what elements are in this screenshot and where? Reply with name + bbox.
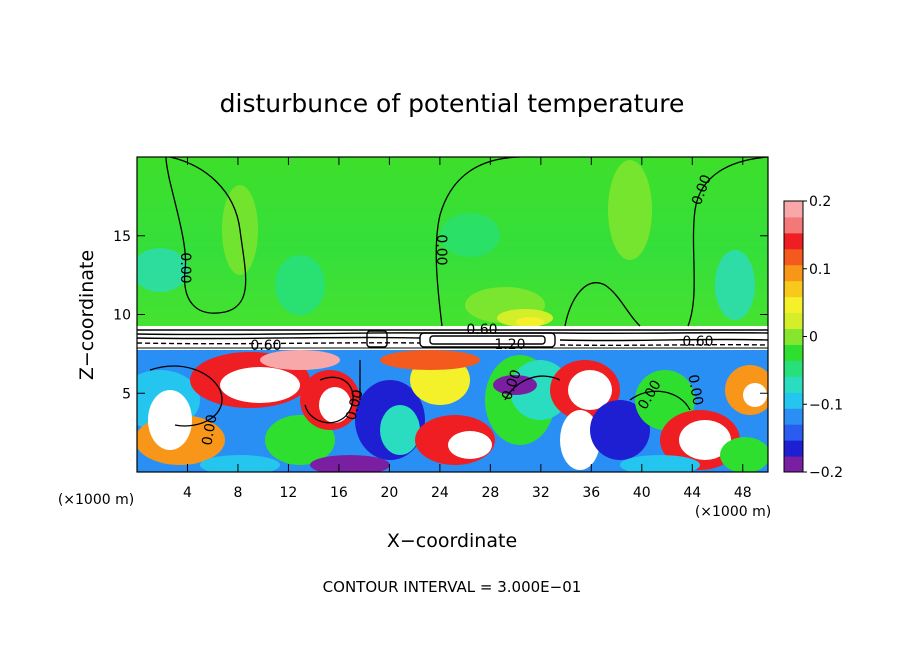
colorbar-tick-label: 0 [809,330,818,346]
x-tick-label: 48 [734,485,752,501]
warm-patch [608,160,652,260]
x-tick-label: 44 [683,485,701,501]
colorbar-swatch [784,376,803,393]
colorbar-swatch [784,216,803,234]
colorbar-swatch [784,392,803,409]
x-tick-label: 4 [183,485,192,501]
contour-zero-left [165,157,247,314]
colorbar-swatch [784,328,803,345]
colorbar-swatch [784,408,803,425]
x-tick-label: 8 [233,485,242,501]
contour-label: 0.00 [177,252,193,283]
x-tick-label: 28 [481,485,499,501]
contour-label: 0.60 [682,334,713,350]
colorbar-swatch [784,360,803,377]
contour-label: 0.60 [466,322,497,338]
colorbar-tick-label: −0.2 [809,465,843,481]
contour-label: 0.00 [199,413,220,446]
x-tick-label: 24 [431,485,449,501]
warm-patch [516,317,544,327]
colorbar-swatch [784,440,803,457]
colorbar-tick-label: 0.1 [809,262,831,278]
contour-label: 0.60 [250,338,281,354]
x-tick-label: 36 [582,485,600,501]
x-tick-label: 20 [380,485,398,501]
chart-title: disturbunce of potential temperature [220,89,685,118]
colorbar-swatch [784,424,803,441]
contour-zero-right [687,157,768,327]
x-unit-left: (×1000 m) [58,492,134,508]
colorbar-tick-label: −0.1 [809,397,843,413]
inversion-contours [137,329,768,349]
contour-lines [149,157,768,427]
colorbar-swatch [784,280,803,298]
x-tick-label: 16 [330,485,348,501]
colorbar-swatch [784,456,803,473]
plot-area [137,157,768,472]
cool-patch [137,248,188,292]
colorbar-swatch [784,248,803,266]
cool-patch [275,255,325,315]
contour-label: 1.20 [494,337,525,353]
colorbar-swatch [784,264,803,282]
contour-zero-middle [435,157,521,327]
cool-patch [715,250,755,320]
cool-patch [440,213,500,257]
x-axis-label: X−coordinate [387,530,517,552]
y-axis-label: Z−coordinate [76,250,98,380]
colorbar-swatch [784,296,803,314]
contour-label: 0.00 [684,373,705,406]
colorbar-swatch [784,344,803,361]
y-tick-label: 10 [113,308,131,324]
contour-interval-note: CONTOUR INTERVAL = 3.000E−01 [323,578,582,596]
colorbar-swatch [784,232,803,250]
contour-zero-bump [564,282,641,327]
colorbar-swatch [784,312,803,330]
x-unit-right: (×1000 m) [695,504,771,520]
x-tick-label: 12 [280,485,298,501]
turbulent-eddies [137,350,768,472]
colorbar-tick-label: 0.2 [809,194,831,210]
x-tick-label: 40 [633,485,651,501]
contour-label: 0.00 [433,234,449,265]
colorbar-swatch [784,201,803,218]
y-tick-label: 15 [113,229,131,245]
contour-label: 0.00 [343,388,367,422]
y-tick-label: 5 [122,386,131,402]
colorbar: 0.2 0.1 0 −0.1 −0.2 [783,194,843,481]
x-tick-label: 32 [532,485,550,501]
